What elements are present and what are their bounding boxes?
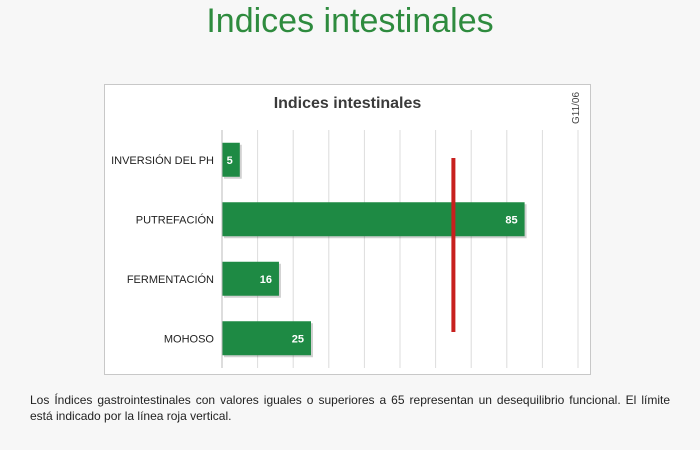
category-label: MOHOSO [164, 333, 215, 345]
data-label: 16 [260, 274, 272, 286]
chart-title: Indices intestinales [273, 95, 422, 112]
bar [222, 261, 279, 296]
bar [222, 202, 525, 237]
data-label: 85 [505, 214, 517, 226]
data-label: 25 [292, 333, 304, 345]
category-label: INVERSIÓN DEL PH [111, 154, 214, 167]
page-title: Indices intestinales [206, 2, 494, 40]
category-label: FERMENTACIÓN [127, 273, 214, 286]
bar [222, 142, 240, 177]
data-label: 5 [227, 155, 233, 167]
bar [222, 321, 311, 356]
category-label: PUTREFACIÓN [136, 213, 214, 226]
chart-footnote: Los Índices gastrointestinales con valor… [30, 393, 670, 423]
